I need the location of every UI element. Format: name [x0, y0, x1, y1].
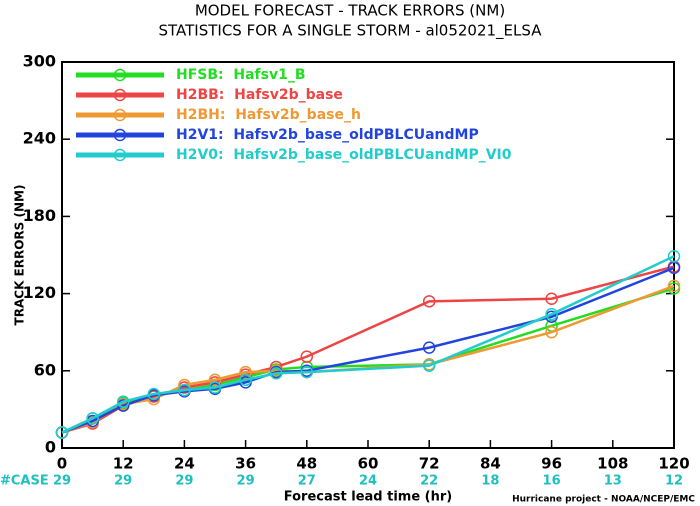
point-marker: [422, 359, 436, 372]
case-count: 13: [604, 474, 622, 489]
point-marker: [300, 350, 314, 363]
case-count: 27: [298, 474, 316, 489]
legend-marker: [113, 128, 127, 142]
footer: Hurricane project - NOAA/NCEP/EMC: [512, 495, 695, 505]
x-tick-label: 60: [358, 455, 379, 473]
y-tick-label: 60: [34, 360, 56, 379]
chart-title: MODEL FORECAST - TRACK ERRORS (NM): [195, 2, 505, 20]
point-marker: [667, 279, 681, 293]
x-tick-label: 12: [113, 455, 134, 473]
y-tick-label: 0: [45, 438, 56, 457]
x-tick-label: 48: [296, 455, 317, 473]
point-marker: [545, 307, 558, 321]
chart-subtitle: STATISTICS FOR A SINGLE STORM - al052021…: [159, 22, 543, 41]
legend-label: H2BH: Hafsv2b_base_h: [176, 107, 361, 123]
x-tick-label: 108: [597, 455, 628, 473]
legend-marker: [113, 148, 127, 162]
case-count: 29: [175, 474, 193, 489]
x-tick-label: 72: [419, 455, 440, 473]
point-marker: [667, 250, 681, 263]
case-count: 29: [237, 474, 255, 489]
y-tick-label: 300: [23, 52, 56, 71]
y-tick-label: 240: [23, 129, 56, 148]
x-tick-label: 120: [658, 455, 689, 473]
legend-marker: [113, 88, 127, 102]
case-count: 22: [420, 474, 438, 489]
point-marker: [147, 387, 161, 401]
y-tick-label: 120: [23, 283, 56, 302]
case-count: 18: [481, 474, 499, 489]
legend-marker: [113, 108, 127, 122]
series-line: [61, 266, 675, 434]
point-marker: [422, 341, 436, 354]
point-marker: [300, 365, 314, 379]
legend-marker: [113, 68, 127, 82]
case-count: 12: [665, 474, 683, 489]
x-tick-label: 36: [235, 455, 256, 473]
point-marker: [86, 412, 99, 425]
point-marker: [116, 395, 130, 408]
y-axis-label: TRACK ERRORS (NM): [13, 185, 27, 326]
point-marker: [208, 373, 222, 387]
point-marker: [422, 295, 436, 308]
x-tick-label: 0: [57, 455, 67, 473]
series-line: [61, 287, 675, 434]
x-tick-label: 84: [480, 455, 501, 473]
x-tick-label: 96: [541, 455, 562, 473]
legend-label: H2BB: Hafsv2b_base: [176, 87, 343, 103]
case-label: #CASE: [0, 474, 49, 489]
x-tick-label: 24: [174, 455, 195, 473]
case-count: 16: [543, 474, 561, 489]
point-marker: [239, 373, 252, 387]
point-marker: [545, 292, 558, 305]
series-line: [61, 265, 675, 434]
case-count: 29: [114, 474, 132, 489]
point-marker: [545, 325, 558, 339]
y-tick-label: 180: [23, 206, 56, 225]
legend-label: HFSB: Hafsv1_B: [176, 67, 306, 83]
point-marker: [55, 426, 69, 439]
legend-label: H2V0: Hafsv2b_base_oldPBLCUandMP_VI0: [176, 147, 512, 163]
series-line: [61, 255, 675, 434]
legend-label: H2V1: Hafsv2b_base_oldPBLCUandMP: [176, 127, 479, 143]
x-axis-label: Forecast lead time (hr): [284, 490, 452, 505]
case-count: 29: [53, 474, 71, 489]
case-count: 24: [359, 474, 377, 489]
point-marker: [208, 381, 222, 394]
point-marker: [178, 383, 191, 397]
point-marker: [269, 367, 283, 380]
